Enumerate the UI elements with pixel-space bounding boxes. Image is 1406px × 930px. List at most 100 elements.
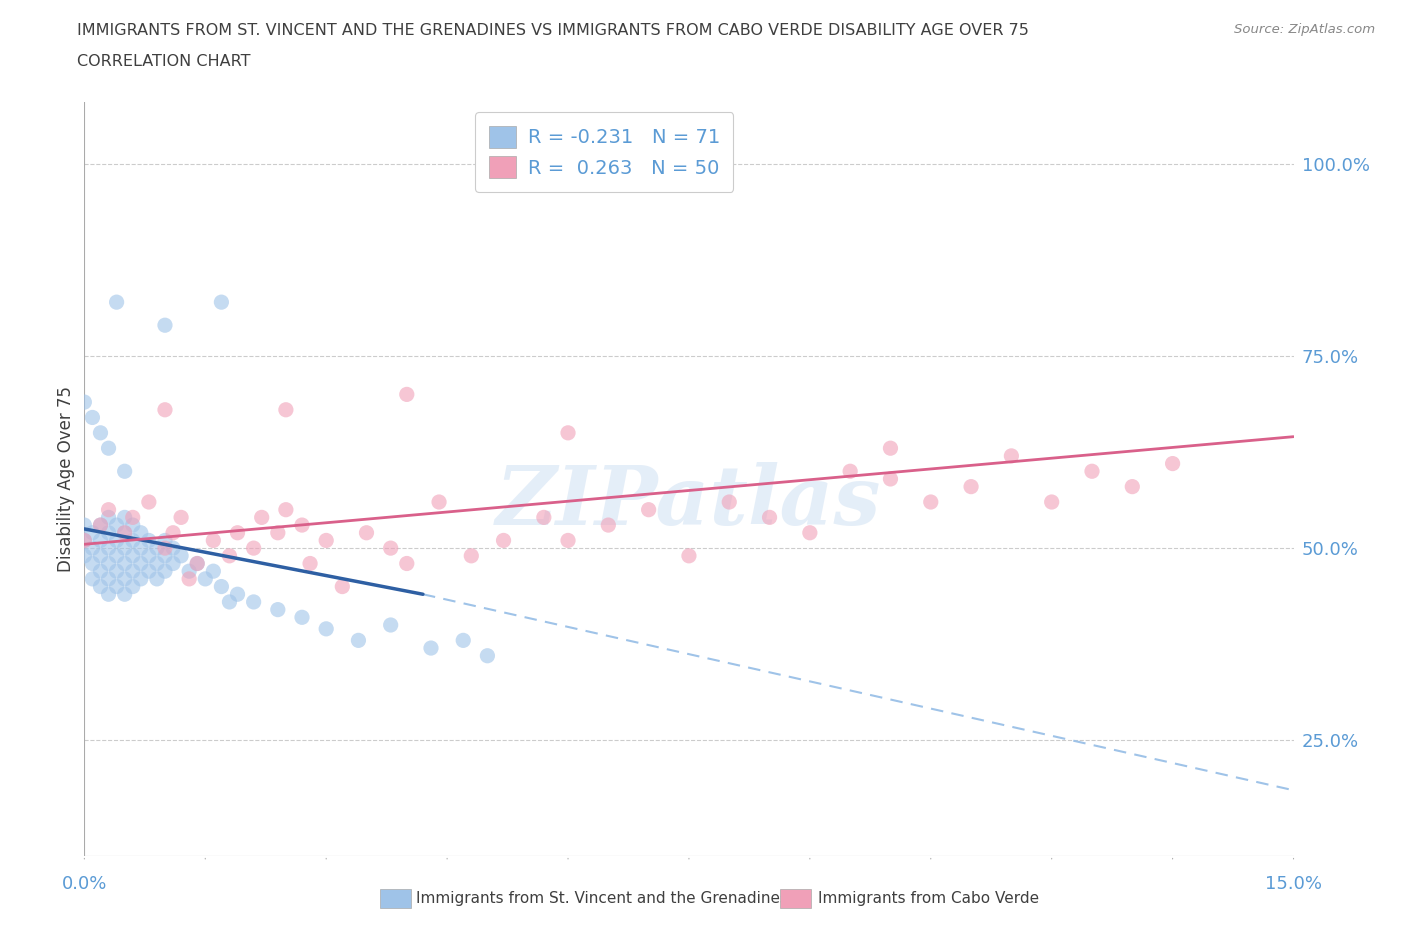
Point	[291, 518, 314, 533]
Point	[105, 549, 128, 564]
Point	[89, 425, 111, 440]
Legend: R = -0.231   N = 71, R =  0.263   N = 50: R = -0.231 N = 71, R = 0.263 N = 50	[475, 112, 734, 192]
Point	[1081, 464, 1104, 479]
Point	[97, 587, 120, 602]
Point	[162, 556, 184, 571]
Point	[451, 633, 474, 648]
Text: CORRELATION CHART: CORRELATION CHART	[77, 54, 250, 69]
Point	[179, 571, 201, 586]
Text: Immigrants from St. Vincent and the Grenadines: Immigrants from St. Vincent and the Gren…	[416, 891, 789, 906]
Text: 0.0%: 0.0%	[62, 875, 107, 893]
Point	[1121, 479, 1143, 494]
Point	[89, 564, 111, 578]
Point	[170, 549, 193, 564]
Point	[557, 425, 579, 440]
Point	[121, 564, 143, 578]
Point	[839, 464, 862, 479]
Point	[97, 525, 120, 540]
Point	[267, 525, 290, 540]
Point	[114, 540, 136, 555]
Point	[89, 549, 111, 564]
Point	[194, 571, 217, 586]
Point	[82, 410, 104, 425]
Point	[153, 564, 176, 578]
Point	[114, 571, 136, 586]
Point	[380, 540, 402, 555]
Point	[718, 495, 741, 510]
Point	[330, 579, 353, 594]
Point	[492, 533, 515, 548]
Point	[73, 518, 96, 533]
Point	[146, 540, 169, 555]
Point	[146, 571, 169, 586]
Point	[420, 641, 443, 656]
Point	[315, 621, 337, 636]
Point	[114, 587, 136, 602]
Point	[879, 472, 901, 486]
Text: IMMIGRANTS FROM ST. VINCENT AND THE GRENADINES VS IMMIGRANTS FROM CABO VERDE DIS: IMMIGRANTS FROM ST. VINCENT AND THE GREN…	[77, 23, 1029, 38]
Point	[153, 540, 176, 555]
Point	[114, 510, 136, 525]
Point	[97, 540, 120, 555]
Point	[202, 564, 225, 578]
Point	[315, 533, 337, 548]
Point	[121, 510, 143, 525]
Point	[138, 549, 160, 564]
Point	[89, 518, 111, 533]
Point	[73, 533, 96, 548]
Point	[153, 403, 176, 418]
Point	[226, 525, 249, 540]
Text: 15.0%: 15.0%	[1265, 875, 1322, 893]
Point	[242, 594, 264, 609]
Point	[299, 556, 322, 571]
Point	[138, 495, 160, 510]
Point	[73, 549, 96, 564]
Point	[427, 495, 450, 510]
Point	[879, 441, 901, 456]
Point	[73, 394, 96, 409]
Text: Immigrants from Cabo Verde: Immigrants from Cabo Verde	[818, 891, 1039, 906]
Point	[218, 594, 240, 609]
Point	[209, 579, 232, 594]
Point	[637, 502, 659, 517]
Y-axis label: Disability Age Over 75: Disability Age Over 75	[56, 386, 75, 572]
Point	[82, 556, 104, 571]
Point	[758, 510, 780, 525]
Point	[105, 564, 128, 578]
Point	[89, 533, 111, 548]
Point	[960, 479, 983, 494]
Point	[114, 464, 136, 479]
Point	[162, 540, 184, 555]
Point	[1040, 495, 1063, 510]
Point	[1161, 456, 1184, 471]
Point	[73, 533, 96, 548]
Point	[121, 549, 143, 564]
Point	[186, 556, 208, 571]
Point	[97, 502, 120, 517]
Point	[114, 556, 136, 571]
Point	[250, 510, 273, 525]
Point	[460, 549, 482, 564]
Point	[395, 556, 418, 571]
Point	[209, 295, 232, 310]
Point	[89, 518, 111, 533]
Point	[121, 579, 143, 594]
Point	[129, 556, 152, 571]
Point	[162, 525, 184, 540]
Point	[129, 571, 152, 586]
Point	[129, 540, 152, 555]
Point	[170, 510, 193, 525]
Point	[598, 518, 620, 533]
Point	[82, 571, 104, 586]
Point	[242, 540, 264, 555]
Point	[347, 633, 370, 648]
Point	[105, 533, 128, 548]
Point	[920, 495, 942, 510]
Point	[274, 502, 297, 517]
Point	[533, 510, 555, 525]
Point	[105, 579, 128, 594]
Point	[105, 295, 128, 310]
Point	[153, 549, 176, 564]
Point	[380, 618, 402, 632]
Point	[678, 549, 700, 564]
